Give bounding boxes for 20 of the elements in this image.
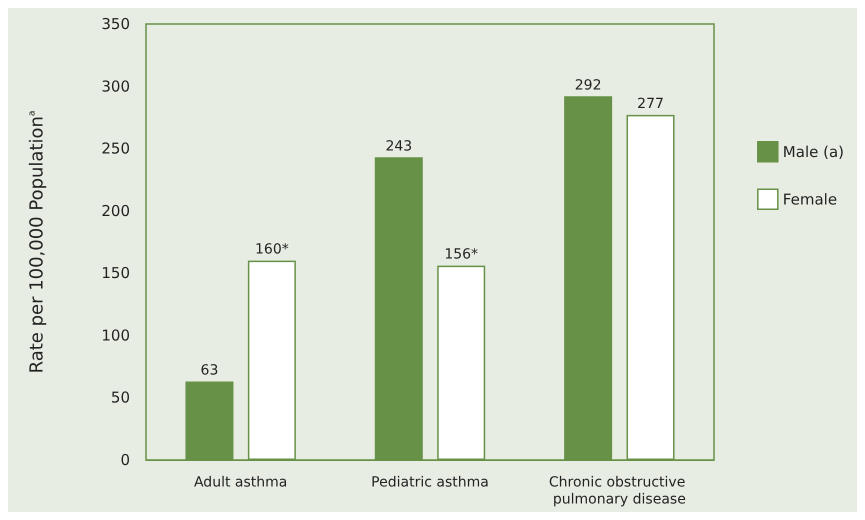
data-label: 160*: [255, 242, 289, 258]
y-tick-label: 100: [101, 326, 130, 344]
data-label: 243: [385, 138, 412, 154]
x-tick-label: Chronic obstructive pulmonary disease: [548, 474, 690, 508]
x-tick-label: Pediatric asthma: [371, 474, 489, 490]
y-tick-label: 250: [101, 140, 130, 158]
data-label: 156*: [444, 246, 478, 263]
y-axis-title: Rate per 100,000 Populationa: [26, 110, 48, 374]
y-tick-label: 50: [110, 388, 130, 407]
data-label: 277: [637, 96, 664, 112]
legend-label: Female: [782, 190, 838, 208]
y-tick-label: 300: [101, 77, 130, 96]
y-tick-label: 200: [101, 202, 130, 220]
y-tick-label: 150: [101, 264, 130, 282]
y-tick-label: 0: [120, 451, 130, 469]
legend-label: Male (a): [782, 142, 844, 161]
x-tick-label: Adult asthma: [194, 474, 288, 490]
data-label: 292: [574, 77, 602, 94]
data-label: 63: [200, 362, 218, 379]
y-tick-label: 350: [101, 15, 130, 33]
